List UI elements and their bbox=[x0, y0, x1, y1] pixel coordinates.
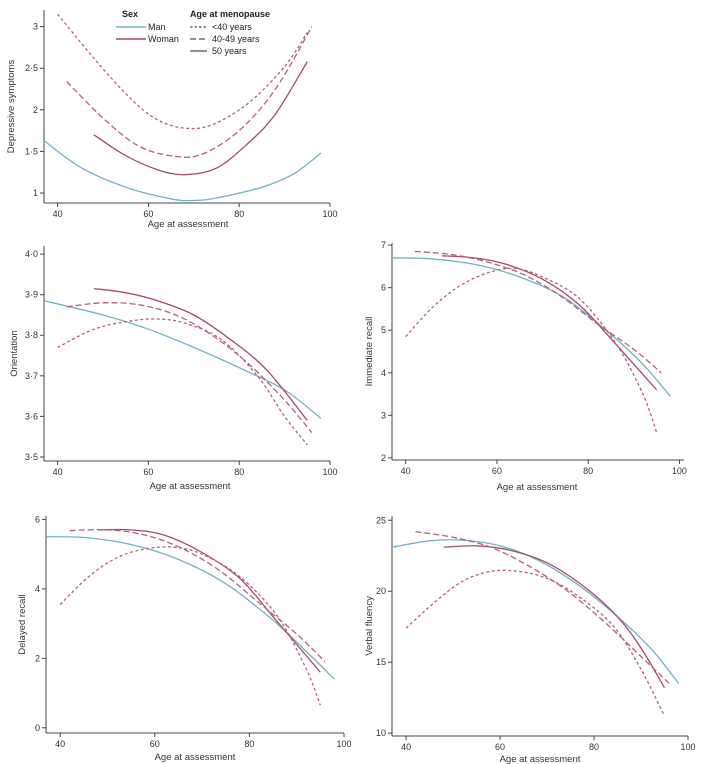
x-axis-label: Age at assessment bbox=[497, 482, 578, 493]
series-line-man bbox=[43, 140, 322, 202]
y-axis-label: Orientation bbox=[9, 330, 20, 376]
y-tick-label: 2 bbox=[35, 653, 40, 663]
y-tick-label: 2 bbox=[33, 105, 38, 115]
y-tick-label: 1 bbox=[33, 188, 38, 198]
series-line-woman-50-years bbox=[97, 528, 321, 673]
y-axis-label: Immediate recall bbox=[364, 317, 375, 387]
x-tick-label: 40 bbox=[53, 209, 63, 219]
series-line-man bbox=[391, 257, 671, 397]
x-tick-label: 100 bbox=[322, 209, 337, 219]
series-line-woman-40-49-years bbox=[414, 250, 662, 374]
legend: Sex Man Woman Age at menopause <40 years… bbox=[116, 9, 270, 56]
x-axis-label: Age at assessment bbox=[148, 219, 229, 230]
x-axis-label: Age at assessment bbox=[155, 752, 236, 763]
panel-delayed-recall: 40 60 80 100 0 2 4 6 Age at assessment Delayed re… bbox=[17, 514, 352, 763]
x-tick-label: 40 bbox=[55, 739, 65, 749]
series-line-woman-40-49-years bbox=[66, 302, 313, 434]
legend-label-under-40: <40 years bbox=[212, 22, 252, 32]
x-tick-label: 40 bbox=[401, 742, 411, 752]
y-tick-label: 4 bbox=[381, 368, 386, 378]
y-tick-label: 25 bbox=[376, 515, 386, 525]
y-tick-label: 5 bbox=[381, 325, 386, 335]
series-line-woman-50-years bbox=[442, 255, 658, 391]
y-tick-label: 20 bbox=[376, 586, 386, 596]
y-tick-label: 3·5 bbox=[25, 452, 38, 462]
series-line-woman-50-years bbox=[93, 61, 308, 176]
y-tick-label: 0 bbox=[35, 723, 40, 733]
x-tick-label: 80 bbox=[589, 742, 599, 752]
y-tick-label: 15 bbox=[376, 657, 386, 667]
y-tick-label: 2·5 bbox=[25, 63, 38, 73]
series-line-woman-50-years bbox=[443, 545, 666, 689]
panel-immediate-recall: 40 60 80 100 2 3 4 5 6 7 Age at assessment Immediat… bbox=[364, 240, 687, 493]
y-axis-label: Delayed recall bbox=[17, 594, 28, 654]
x-tick-label: 80 bbox=[244, 739, 254, 749]
series-line-woman-40-years bbox=[57, 13, 308, 130]
y-tick-label: 4·0 bbox=[25, 249, 38, 259]
y-tick-label: 1·5 bbox=[25, 146, 38, 156]
y-tick-label: 3 bbox=[33, 22, 38, 32]
y-axis-label: Verbal fluency bbox=[364, 596, 375, 656]
x-tick-label: 60 bbox=[495, 742, 505, 752]
x-axis-label: Age at assessment bbox=[150, 481, 231, 492]
x-tick-label: 100 bbox=[322, 467, 337, 477]
series-line-man bbox=[43, 300, 322, 419]
x-tick-label: 100 bbox=[336, 739, 351, 749]
legend-sex-title: Sex bbox=[122, 9, 138, 19]
x-tick-label: 40 bbox=[401, 466, 411, 476]
y-tick-label: 3·8 bbox=[25, 330, 38, 340]
y-tick-label: 3 bbox=[381, 410, 386, 420]
x-tick-label: 60 bbox=[143, 209, 153, 219]
series-line-man bbox=[45, 536, 335, 680]
series-line-woman-40-years bbox=[405, 569, 666, 717]
series-line-woman-40-years bbox=[405, 267, 658, 433]
x-tick-label: 100 bbox=[680, 742, 695, 752]
y-tick-label: 6 bbox=[381, 283, 386, 293]
y-tick-label: 4 bbox=[35, 584, 40, 594]
x-tick-label: 80 bbox=[234, 209, 244, 219]
legend-label-man: Man bbox=[148, 22, 166, 32]
y-tick-label: 3·6 bbox=[25, 411, 38, 421]
y-tick-label: 3·7 bbox=[25, 371, 38, 381]
panel-depressive-symptoms: 40 60 80 100 1 1·5 2 2·5 3 Age at assessment Depre… bbox=[6, 10, 338, 230]
series-line-woman-40-49-years bbox=[66, 26, 313, 158]
panel-orientation: 40 60 80 100 3·5 3·6 3·7 3·8 3·9 4·0 Age at assess… bbox=[9, 246, 338, 492]
y-tick-label: 2 bbox=[381, 453, 386, 463]
series-line-woman-40-49-years bbox=[415, 530, 670, 684]
x-tick-label: 40 bbox=[53, 467, 63, 477]
y-tick-label: 6 bbox=[35, 514, 40, 524]
panel-verbal-fluency: 40 60 80 100 10 15 20 25 Age at assessment Verbal… bbox=[364, 515, 696, 764]
series-line-woman-50-years bbox=[93, 287, 308, 421]
y-axis-label: Depressive symptoms bbox=[6, 60, 17, 154]
x-tick-label: 60 bbox=[143, 467, 153, 477]
x-axis-label: Age at assessment bbox=[500, 754, 581, 764]
y-tick-label: 7 bbox=[381, 240, 386, 250]
legend-menopause-title: Age at menopause bbox=[190, 9, 270, 19]
y-tick-label: 3·9 bbox=[25, 290, 38, 300]
y-tick-label: 10 bbox=[376, 728, 386, 738]
legend-label-woman: Woman bbox=[148, 34, 179, 44]
x-tick-label: 80 bbox=[583, 466, 593, 476]
legend-label-50: 50 years bbox=[212, 46, 247, 56]
x-tick-label: 80 bbox=[234, 467, 244, 477]
series-line-woman-40-49-years bbox=[69, 529, 326, 663]
series-line-woman-40-years bbox=[57, 318, 308, 446]
series-line-woman-40-years bbox=[59, 546, 321, 706]
series-line-man bbox=[391, 539, 680, 684]
x-tick-label: 100 bbox=[672, 466, 687, 476]
x-tick-label: 60 bbox=[492, 466, 502, 476]
x-tick-label: 60 bbox=[150, 739, 160, 749]
legend-label-40-49: 40-49 years bbox=[212, 34, 260, 44]
